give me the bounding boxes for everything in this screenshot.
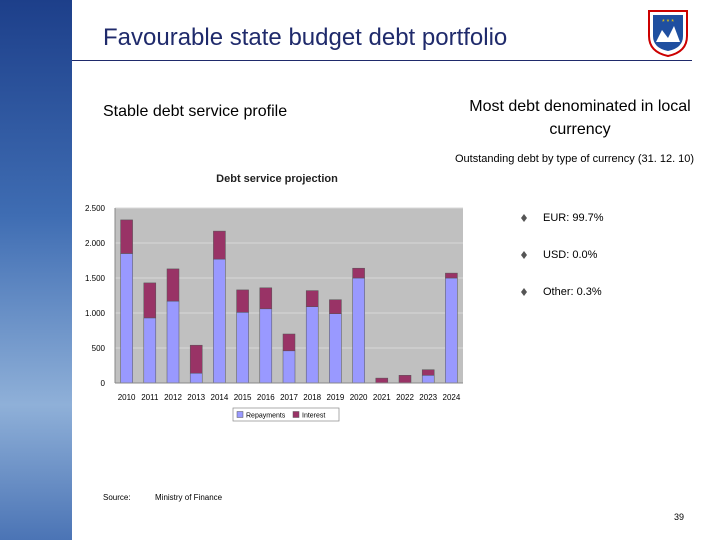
y-tick-label: 0 (101, 379, 106, 388)
x-tick-label: 2013 (187, 393, 205, 402)
bullet-marker (521, 214, 527, 222)
y-tick-label: 2.500 (85, 204, 106, 213)
left-heading: Stable debt service profile (103, 103, 288, 120)
page-number: 39 (674, 512, 685, 522)
bar-segment (120, 219, 133, 254)
bar-segment (120, 253, 133, 384)
bar-segment (282, 333, 296, 352)
x-tick-label: 2015 (234, 393, 252, 402)
bullet-text: USD: 0.0% (543, 249, 598, 261)
logo: * * * (648, 10, 688, 58)
bar-segment (305, 306, 319, 384)
x-tick-label: 2012 (164, 393, 182, 402)
legend-swatch (292, 411, 300, 418)
title-rule (72, 60, 692, 61)
y-tick-label: 1.500 (85, 274, 106, 283)
x-tick-label: 2023 (419, 393, 437, 402)
bar-segment (166, 268, 180, 302)
x-tick-label: 2010 (118, 393, 136, 402)
y-tick-label: 1.000 (85, 309, 106, 318)
bar-segment (143, 317, 157, 384)
bar-segment (236, 289, 249, 313)
subheading: Outstanding debt by type of currency (31… (455, 153, 695, 165)
bar-segment (329, 299, 342, 314)
x-tick-label: 2014 (211, 393, 229, 402)
legend-label: Repayments (246, 413, 286, 420)
bar-segment (236, 312, 249, 384)
bar-segment (259, 287, 273, 310)
source-text: Ministry of Finance (155, 493, 223, 502)
bar-segment (445, 272, 458, 279)
legend-swatch (236, 411, 244, 418)
x-tick-label: 2020 (350, 393, 368, 402)
x-tick-label: 2017 (280, 393, 298, 402)
bar-segment (352, 277, 365, 384)
bar-segment (166, 300, 180, 384)
legend-label: Interest (302, 413, 325, 420)
x-tick-label: 2021 (373, 393, 391, 402)
x-tick-label: 2011 (141, 393, 159, 402)
bar-segment (189, 344, 203, 374)
right-heading: Most debt denominated in local currency (469, 98, 691, 138)
bar-segment (375, 377, 389, 384)
bar-segment (213, 258, 226, 384)
bullet-text: EUR: 99.7% (543, 212, 604, 224)
x-tick-label: 2019 (327, 393, 345, 402)
bar-segment (305, 290, 319, 307)
bar-segment (398, 375, 412, 384)
slide-title: Favourable state budget debt portfolio (103, 24, 508, 51)
bar-segment (259, 308, 273, 384)
bar-segment (329, 313, 342, 384)
bar-segment (421, 375, 435, 384)
x-tick-label: 2018 (303, 393, 321, 402)
bar-segment (213, 230, 226, 260)
y-tick-label: 500 (92, 344, 106, 353)
y-tick-label: 2.000 (85, 239, 106, 248)
bar-segment (352, 267, 365, 279)
x-tick-label: 2016 (257, 393, 275, 402)
bullet-text: Other: 0.3% (543, 286, 602, 298)
bar-segment (421, 369, 435, 376)
bar-segment (189, 372, 203, 384)
bullet-marker (521, 288, 527, 296)
legend-box (232, 407, 340, 422)
bar-segment (143, 282, 157, 319)
x-tick-label: 2022 (396, 393, 414, 402)
source-label: Source: (103, 493, 131, 502)
x-tick-label: 2024 (443, 393, 461, 402)
chart-title: Debt service projection (216, 173, 338, 185)
bullet-marker (521, 251, 527, 259)
bar-segment (445, 277, 458, 384)
chart: Debt service projection 0 500 1.000 1.500 2.… (85, 173, 463, 422)
bar-segment (282, 350, 296, 384)
svg-text:* * *: * * * (662, 19, 674, 26)
side-strip (0, 0, 72, 540)
